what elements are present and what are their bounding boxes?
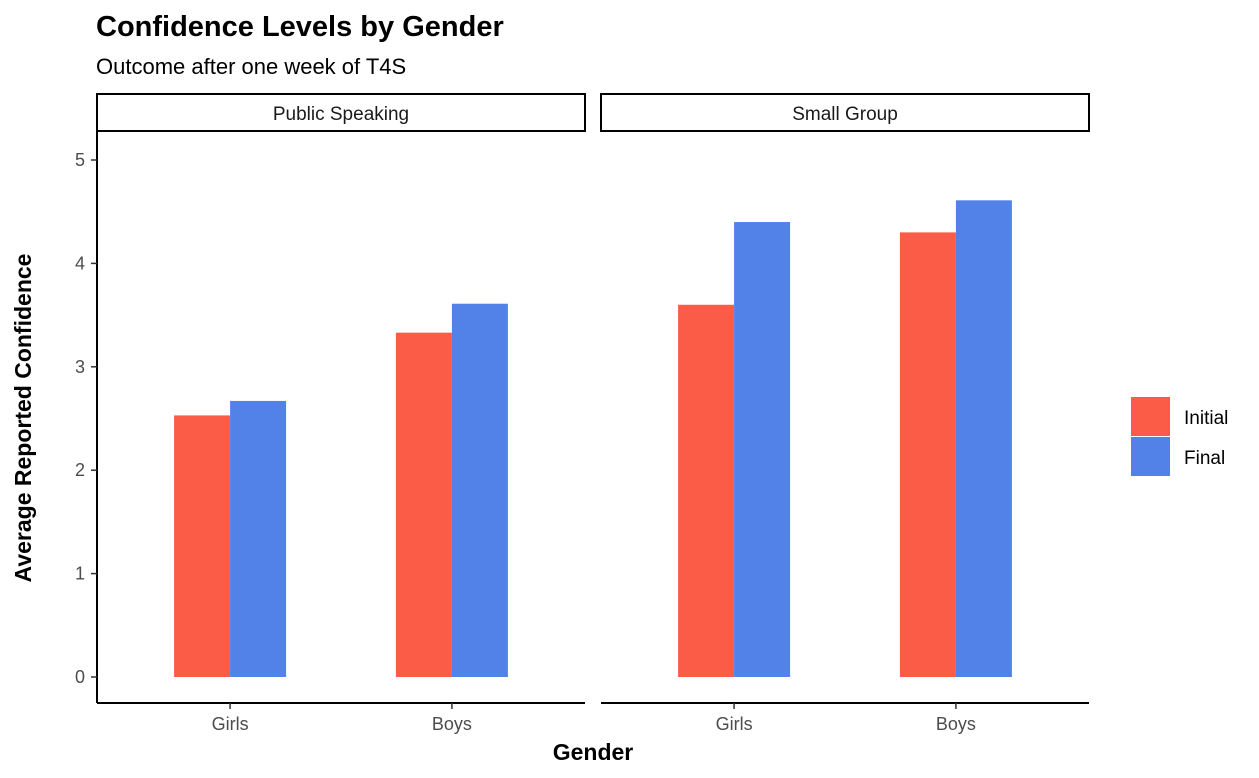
legend-label-final: Final [1184,448,1225,469]
x-tick-label: Boys [936,714,976,734]
bar-final-boys [955,200,1012,678]
x-tick-label: Boys [432,714,472,734]
y-tick-label: 0 [75,667,85,687]
legend-label-initial: Initial [1184,408,1228,429]
bar-final-girls [230,400,287,677]
y-tick-label: 4 [75,253,85,273]
x-tick-label: Girls [212,714,249,734]
panel-public-speaking: Public Speaking Girls Boys [96,93,586,734]
facet-strip [600,93,1090,132]
x-axis-title: Gender [553,739,634,765]
y-tick-label: 2 [75,460,85,480]
bar-final-boys [451,303,508,677]
facet-strip [96,93,586,132]
legend: Initial Final [1131,397,1228,476]
chart-title: Confidence Levels by Gender [96,11,504,43]
legend-key-final [1131,437,1170,476]
y-tick-label: 5 [75,150,85,170]
y-tick-label: 1 [75,564,85,584]
y-axis-title: Average Reported Confidence [10,254,36,583]
bar-initial-boys [899,232,956,677]
y-tick-label: 3 [75,357,85,377]
bar-initial-boys [395,332,452,677]
bar-initial-girls [174,415,231,677]
legend-key-initial [1131,397,1170,436]
facet-strip-label: Public Speaking [273,104,409,125]
x-tick-label: Girls [716,714,753,734]
bar-final-girls [734,222,791,678]
y-axis: 0 1 2 3 4 5 [75,132,98,703]
bar-initial-girls [678,304,735,677]
panels-layer: Public Speaking Girls Boys Small Group Girls… [96,93,1090,734]
chart-subtitle: Outcome after one week of T4S [96,54,406,79]
facet-strip-label: Small Group [792,104,898,125]
panel-small-group: Small Group Girls Boys [600,93,1090,734]
